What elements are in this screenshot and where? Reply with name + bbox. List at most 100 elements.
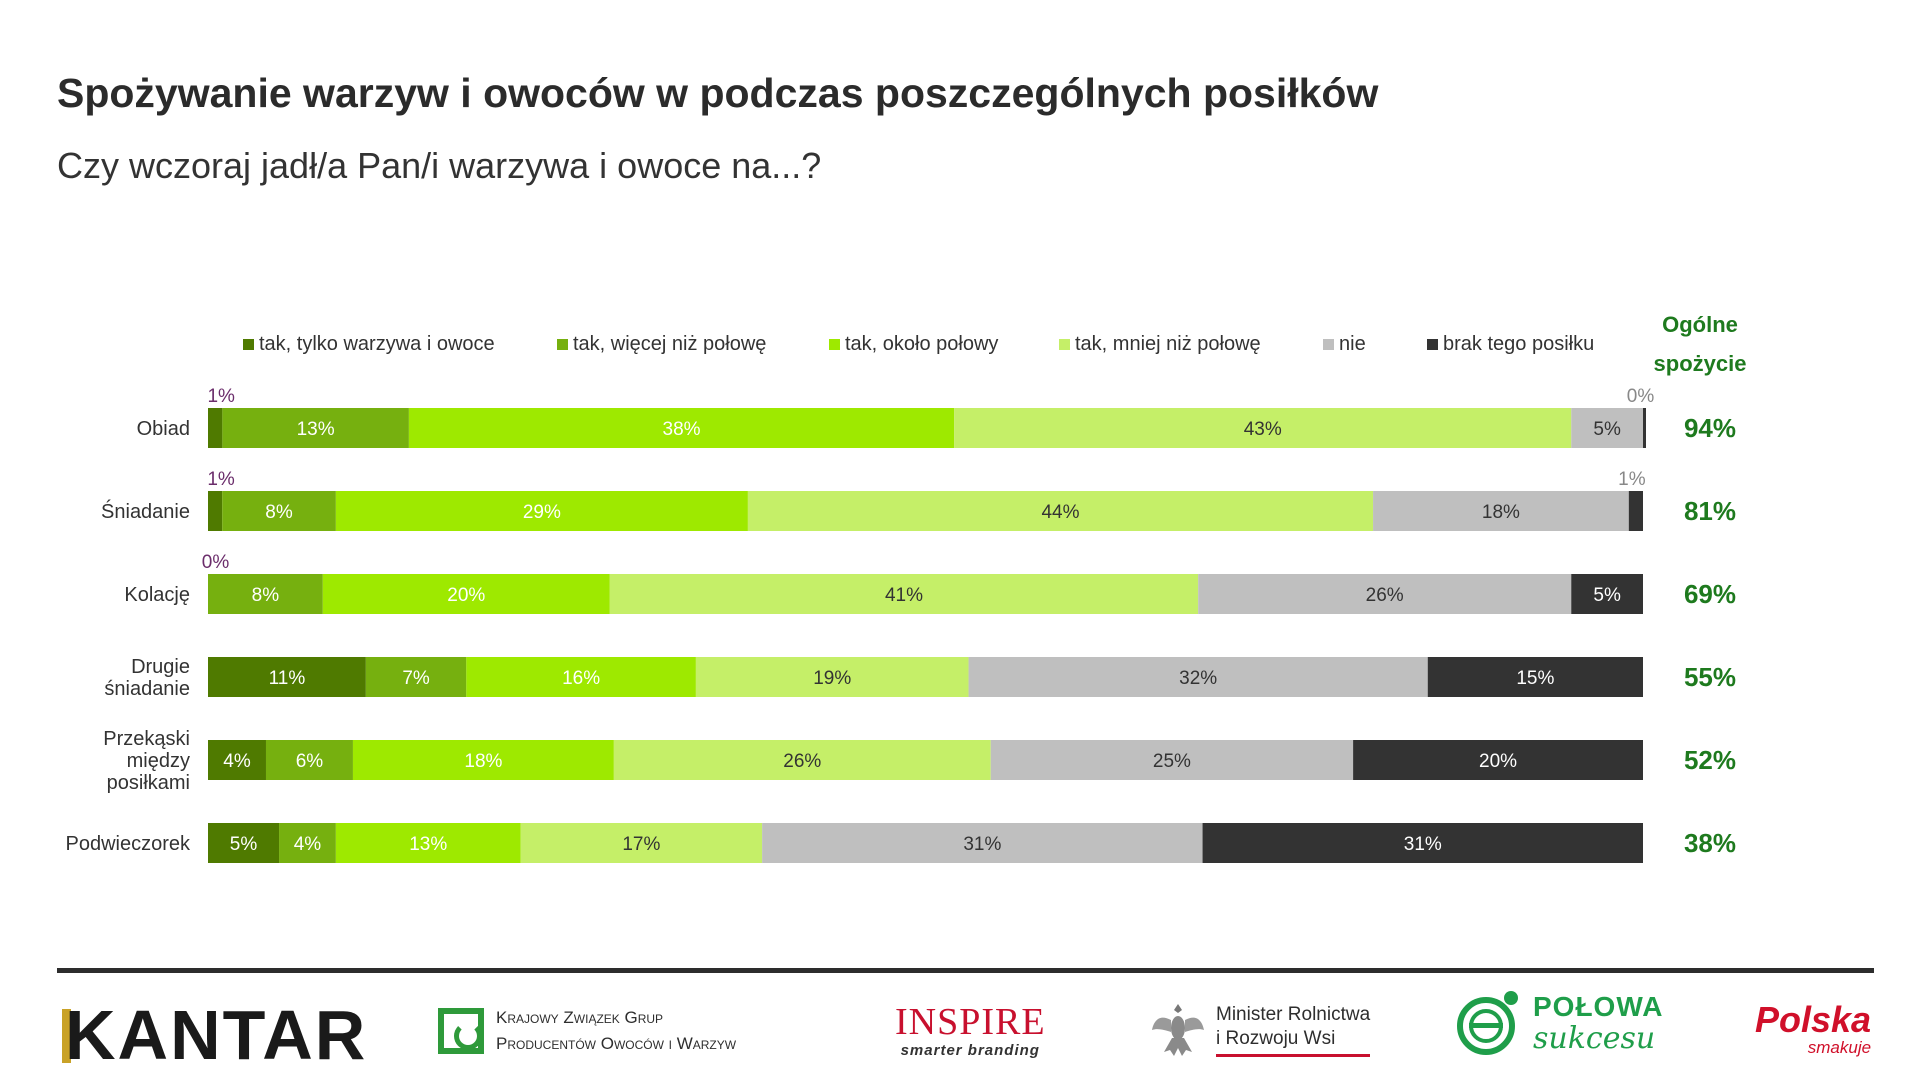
overall-header-line2: spożycie xyxy=(1653,351,1747,376)
legend-item-only-vegetables: tak, tylko warzywa i owoce xyxy=(243,333,495,356)
polowa-plate-icon xyxy=(1457,991,1518,1055)
legend-label: tak, mniej niż połowę xyxy=(1075,333,1261,355)
legend-item-no: nie xyxy=(1323,333,1366,356)
legend-swatch xyxy=(1427,339,1438,350)
legend-label: nie xyxy=(1339,333,1366,355)
data-label: 5% xyxy=(1593,585,1621,606)
ministry-logo: Minister Rolnictwa i Rozwoju Wsi xyxy=(1150,1000,1371,1060)
bar-segment xyxy=(335,823,521,863)
category-label: Przekąski xyxy=(103,728,190,750)
legend-label: brak tego posiłku xyxy=(1443,333,1595,355)
bar-segment xyxy=(1427,657,1643,697)
bar-segment xyxy=(208,408,223,448)
bar-segment xyxy=(968,657,1428,697)
category-label: Drugie xyxy=(131,656,190,678)
stacked-bar-chart: Obiad 1% 13% 38% 43% 5% 0% 94% Śniadanie 1% 8% 29% 4… xyxy=(65,386,1736,863)
data-label: 25% xyxy=(1153,751,1191,772)
overall-value: 81% xyxy=(1684,496,1736,526)
kzg-line2: Producentów Owoców i Warzyw xyxy=(496,1034,737,1053)
data-label: 20% xyxy=(1479,751,1517,772)
bar-segment xyxy=(1202,823,1643,863)
bar-segment xyxy=(762,823,1203,863)
data-label: 8% xyxy=(265,502,293,523)
ministry-line2: i Rozwoju Wsi xyxy=(1216,1028,1336,1049)
page-title: Spożywanie warzyw i owoców w podczas pos… xyxy=(57,70,1379,116)
bar-segment xyxy=(222,408,409,448)
data-label: 5% xyxy=(1593,419,1621,440)
bar-segment xyxy=(208,574,323,614)
bar-segment xyxy=(279,823,336,863)
kantar-logo: KANTAR xyxy=(62,995,367,1075)
polowa-line1: POŁOWA xyxy=(1533,991,1664,1022)
overall-value: 55% xyxy=(1684,662,1736,692)
data-label: 16% xyxy=(562,668,600,689)
data-label: 0% xyxy=(1627,386,1655,407)
overall-value: 69% xyxy=(1684,579,1736,609)
overall-value: 94% xyxy=(1684,413,1736,443)
data-label: 31% xyxy=(963,834,1001,855)
legend-swatch xyxy=(557,339,568,350)
polska-logo-text: Polska xyxy=(1755,999,1872,1040)
data-label: 13% xyxy=(297,419,335,440)
data-label: 1% xyxy=(207,469,235,490)
bar-segment xyxy=(1373,491,1629,531)
category-label: Kolację xyxy=(124,584,190,606)
legend-swatch xyxy=(829,339,840,350)
data-label: 20% xyxy=(447,585,485,606)
data-label: 7% xyxy=(402,668,430,689)
ministry-line1: Minister Rolnictwa xyxy=(1216,1004,1371,1025)
data-label: 8% xyxy=(252,585,280,606)
category-label: Śniadanie xyxy=(101,499,190,523)
data-label: 31% xyxy=(1404,834,1442,855)
bar-segment xyxy=(1643,408,1646,448)
data-label: 26% xyxy=(783,751,821,772)
data-label: 13% xyxy=(409,834,447,855)
legend-item-less-than-half: tak, mniej niż połowę xyxy=(1059,333,1261,356)
bar-segment xyxy=(222,491,336,531)
legend-label: tak, więcej niż połowę xyxy=(573,333,767,355)
legend-label: tak, tylko warzywa i owoce xyxy=(259,333,495,355)
kantar-logo-text: KANTAR xyxy=(65,996,368,1074)
inspire-logo: INSPIRE smarter branding xyxy=(895,1002,1046,1059)
data-label: 41% xyxy=(885,585,923,606)
data-label: 1% xyxy=(1618,469,1646,490)
bar-segment xyxy=(520,823,763,863)
bar-segment xyxy=(352,740,614,780)
category-label: Podwieczorek xyxy=(65,833,191,855)
data-label: 19% xyxy=(813,668,851,689)
bar-segment xyxy=(466,657,696,697)
bar-segment xyxy=(208,740,266,780)
bar-segment xyxy=(208,823,280,863)
legend-item-more-than-half: tak, więcej niż połowę xyxy=(557,333,766,356)
data-label: 6% xyxy=(296,751,324,772)
bar-segment xyxy=(408,408,955,448)
overall-header-line1: Ogólne xyxy=(1662,312,1738,337)
data-label: 43% xyxy=(1244,419,1282,440)
data-label: 26% xyxy=(1366,585,1404,606)
footer-divider xyxy=(57,968,1874,973)
polska-logo-subtext: smakuje xyxy=(1807,1038,1872,1057)
bar-segment xyxy=(1571,408,1643,448)
kzg-logo: Krajowy Związek Grup Producentów Owoców … xyxy=(438,1005,736,1057)
ministry-logo-text: Minister Rolnictwa i Rozwoju Wsi xyxy=(1216,1003,1371,1057)
chart-legend: tak, tylko warzywa i owoce tak, więcej n… xyxy=(0,333,1920,363)
page-subtitle: Czy wczoraj jadł/a Pan/i warzywa i owoce… xyxy=(57,145,822,186)
bar-segment xyxy=(1353,740,1643,780)
data-label: 18% xyxy=(1482,502,1520,523)
data-label: 4% xyxy=(294,834,322,855)
category-label: między xyxy=(127,750,190,772)
bar-segment xyxy=(1571,574,1643,614)
polowa-sukcesu-logo: POŁOWA sukcesu xyxy=(1455,990,1663,1056)
data-label: 5% xyxy=(230,834,258,855)
legend-swatch xyxy=(1323,339,1334,350)
kzg-mark-icon xyxy=(438,1008,484,1054)
inspire-logo-text: INSPIRE xyxy=(895,1001,1046,1043)
data-label: 17% xyxy=(622,834,660,855)
overall-value: 52% xyxy=(1684,745,1736,775)
inspire-logo-tagline: smarter branding xyxy=(900,1042,1040,1059)
bar-segment xyxy=(265,740,353,780)
bar-segment xyxy=(1198,574,1572,614)
data-label: 15% xyxy=(1516,668,1554,689)
legend-item-about-half: tak, około połowy xyxy=(829,333,998,356)
bar-segment xyxy=(954,408,1572,448)
